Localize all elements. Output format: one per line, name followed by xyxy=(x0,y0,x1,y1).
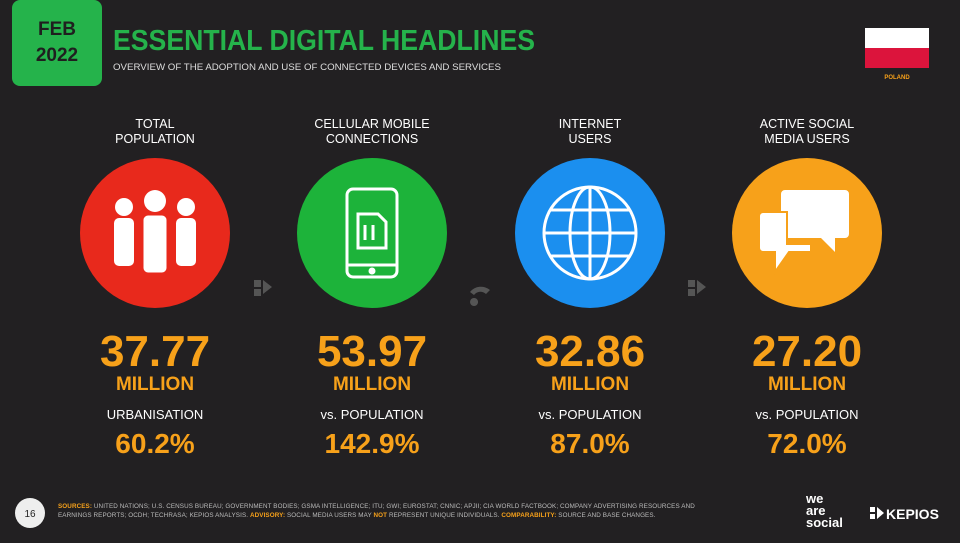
advisory-text: REPRESENT UNIQUE INDIVIDUALS. xyxy=(387,512,502,519)
advisory-label: ADVISORY: xyxy=(249,512,286,519)
stat-sub-value: 142.9% xyxy=(325,428,420,459)
footer-notes: SOURCES: UNITED NATIONS; U.S. CENSUS BUR… xyxy=(58,502,728,520)
logo-social: social xyxy=(806,515,843,530)
stat-label: TOTAL xyxy=(135,117,174,131)
flag-top xyxy=(865,28,929,48)
page-badge xyxy=(15,498,45,528)
speech-icon xyxy=(758,190,849,276)
stat-label: ACTIVE SOCIAL xyxy=(760,117,855,131)
people-icon xyxy=(114,190,196,276)
advisory-not: NOT xyxy=(373,512,388,519)
advisory-text: SOCIAL MEDIA USERS MAY xyxy=(285,512,374,519)
stat-sub-label: vs. POPULATION xyxy=(755,407,858,422)
stat-sub-value: 72.0% xyxy=(767,428,846,459)
stat-label: CELLULAR MOBILE xyxy=(314,117,429,131)
stat-value: 37.77 xyxy=(100,327,210,376)
stat-value: 27.20 xyxy=(752,327,862,376)
stat-unit: MILLION xyxy=(333,374,411,395)
stat-unit: MILLION xyxy=(551,374,629,395)
stat-value: 32.86 xyxy=(535,327,645,376)
stat-label: MEDIA USERS xyxy=(764,132,849,146)
logo-kepios: KEPIOS xyxy=(886,506,939,522)
logo-are: are xyxy=(806,503,826,518)
stat-sub-label: vs. POPULATION xyxy=(320,407,423,422)
stat-sub-value: 60.2% xyxy=(115,428,194,459)
country: POLAND xyxy=(884,75,910,81)
sources-label: SOURCES: xyxy=(58,503,93,510)
stat-label: INTERNET xyxy=(559,117,622,131)
stat-unit: MILLION xyxy=(116,374,194,395)
logo-we: we xyxy=(805,491,823,506)
globe-icon xyxy=(542,185,638,281)
page-number: 16 xyxy=(24,509,36,520)
stat-sub-label: vs. POPULATION xyxy=(538,407,641,422)
title: ESSENTIAL DIGITAL HEADLINES xyxy=(113,25,535,57)
date-month: FEB xyxy=(38,19,76,40)
phone-icon xyxy=(345,187,399,279)
kepios-mark xyxy=(870,507,884,519)
subtitle: OVERVIEW OF THE ADOPTION AND USE OF CONN… xyxy=(113,62,501,72)
stat-label: USERS xyxy=(568,132,611,146)
date-badge xyxy=(12,0,102,86)
flag-bottom xyxy=(865,48,929,68)
date-year: 2022 xyxy=(36,45,78,66)
stat-value: 53.97 xyxy=(317,327,427,376)
stat-sub-label: URBANISATION xyxy=(107,407,204,422)
stat-label: POPULATION xyxy=(115,132,195,146)
stat-label: CONNECTIONS xyxy=(326,132,418,146)
sources-text: UNITED NATIONS; U.S. CENSUS BUREAU; GOVE… xyxy=(58,503,695,519)
comparability-label: COMPARABILITY: xyxy=(501,512,557,519)
watermarks xyxy=(254,280,706,306)
comparability-text: SOURCE AND BASE CHANGES. xyxy=(556,512,656,519)
stat-unit: MILLION xyxy=(768,374,846,395)
stat-sub-value: 87.0% xyxy=(550,428,629,459)
